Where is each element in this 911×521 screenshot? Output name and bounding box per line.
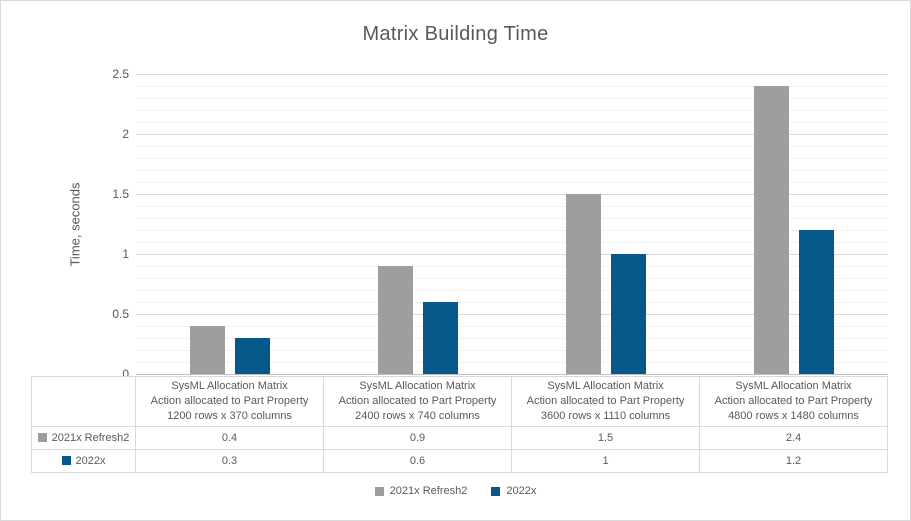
minor-gridline [136,302,888,303]
minor-gridline [136,278,888,279]
series-name-cell: 2022x [31,449,136,473]
chart-title: Matrix Building Time [362,23,549,45]
category-label: SysML Allocation Matrix Action allocated … [135,376,324,427]
legend-item: 2022x [491,485,536,497]
legend-key-swatch [374,486,384,496]
minor-gridline [136,266,888,267]
series-name: 2021x Refresh2 [51,432,130,444]
minor-gridline [136,170,888,171]
series-key-swatch [61,456,71,465]
minor-gridline [136,338,888,339]
bar-series1-cat2 [611,254,646,374]
major-gridline [136,134,888,135]
category-label-line: 1200 rows x 370 columns [167,410,292,422]
minor-gridline [136,242,888,243]
series-name-cell: 2021x Refresh2 [31,426,136,450]
y-tick-label: 1 [122,247,129,261]
category-label-line: SysML Allocation Matrix [547,380,664,392]
y-tick-label: 0 [122,367,129,381]
major-gridline [136,254,888,255]
table-corner-cell [31,376,136,427]
value-cell: 2.4 [699,426,888,450]
category-label-line: Action allocated to Part Property [714,395,873,407]
minor-gridline [136,182,888,183]
bar-series0-cat1 [378,266,413,374]
legend-label: 2021x Refresh2 [389,485,468,497]
legend-key-swatch [491,486,501,496]
value-cell: 1.5 [511,426,700,450]
bar-series1-cat3 [799,230,834,374]
minor-gridline [136,110,888,111]
value-cell: 1 [511,449,700,473]
bar-series1-cat1 [423,302,458,374]
category-label: SysML Allocation Matrix Action allocated … [511,376,700,427]
major-gridline [136,194,888,195]
category-label-line: 2400 rows x 740 columns [355,410,480,422]
y-axis-tick-labels: 0 0.5 1 1.5 2 2.5 [1,67,129,381]
y-tick-label: 1.5 [112,187,129,201]
category-label-line: SysML Allocation Matrix [735,380,852,392]
series-name: 2022x [75,455,106,467]
category-label-line: 4800 rows x 1480 columns [728,410,859,422]
minor-gridline [136,146,888,147]
y-tick-label: 2 [122,127,129,141]
y-tick-label: 0.5 [112,307,129,321]
category-label: SysML Allocation Matrix Action allocated … [323,376,512,427]
value-cell: 1.2 [699,449,888,473]
category-label-line: 3600 rows x 1110 columns [540,410,671,422]
value-cell: 0.4 [135,426,324,450]
plot-area [136,74,888,375]
y-tick-label: 2.5 [112,67,129,81]
minor-gridline [136,206,888,207]
major-gridline [136,314,888,315]
minor-gridline [136,290,888,291]
bar-series0-cat2 [566,194,601,374]
minor-gridline [136,218,888,219]
bar-series0-cat0 [190,326,225,374]
category-label-line: Action allocated to Part Property [150,395,309,407]
chart-data-table: SysML Allocation Matrix Action allocated … [31,376,888,473]
minor-gridline [136,362,888,363]
major-gridline [136,74,888,75]
minor-gridline [136,230,888,231]
value-cell: 0.6 [323,449,512,473]
category-label-line: SysML Allocation Matrix [171,380,288,392]
chart-legend: 2021x Refresh2 2022x [1,485,910,497]
category-label-line: Action allocated to Part Property [338,395,497,407]
bar-series0-cat3 [754,86,789,374]
legend-label: 2022x [506,485,537,497]
minor-gridline [136,86,888,87]
minor-gridline [136,122,888,123]
value-cell: 0.9 [323,426,512,450]
bar-series1-cat0 [235,338,270,374]
minor-gridline [136,158,888,159]
category-label-line: Action allocated to Part Property [526,395,685,407]
category-label-line: SysML Allocation Matrix [359,380,476,392]
value-cell: 0.3 [135,449,324,473]
category-label: SysML Allocation Matrix Action allocated … [699,376,888,427]
series-key-swatch [37,433,47,442]
minor-gridline [136,326,888,327]
minor-gridline [136,98,888,99]
minor-gridline [136,350,888,351]
legend-item: 2021x Refresh2 [374,485,468,497]
